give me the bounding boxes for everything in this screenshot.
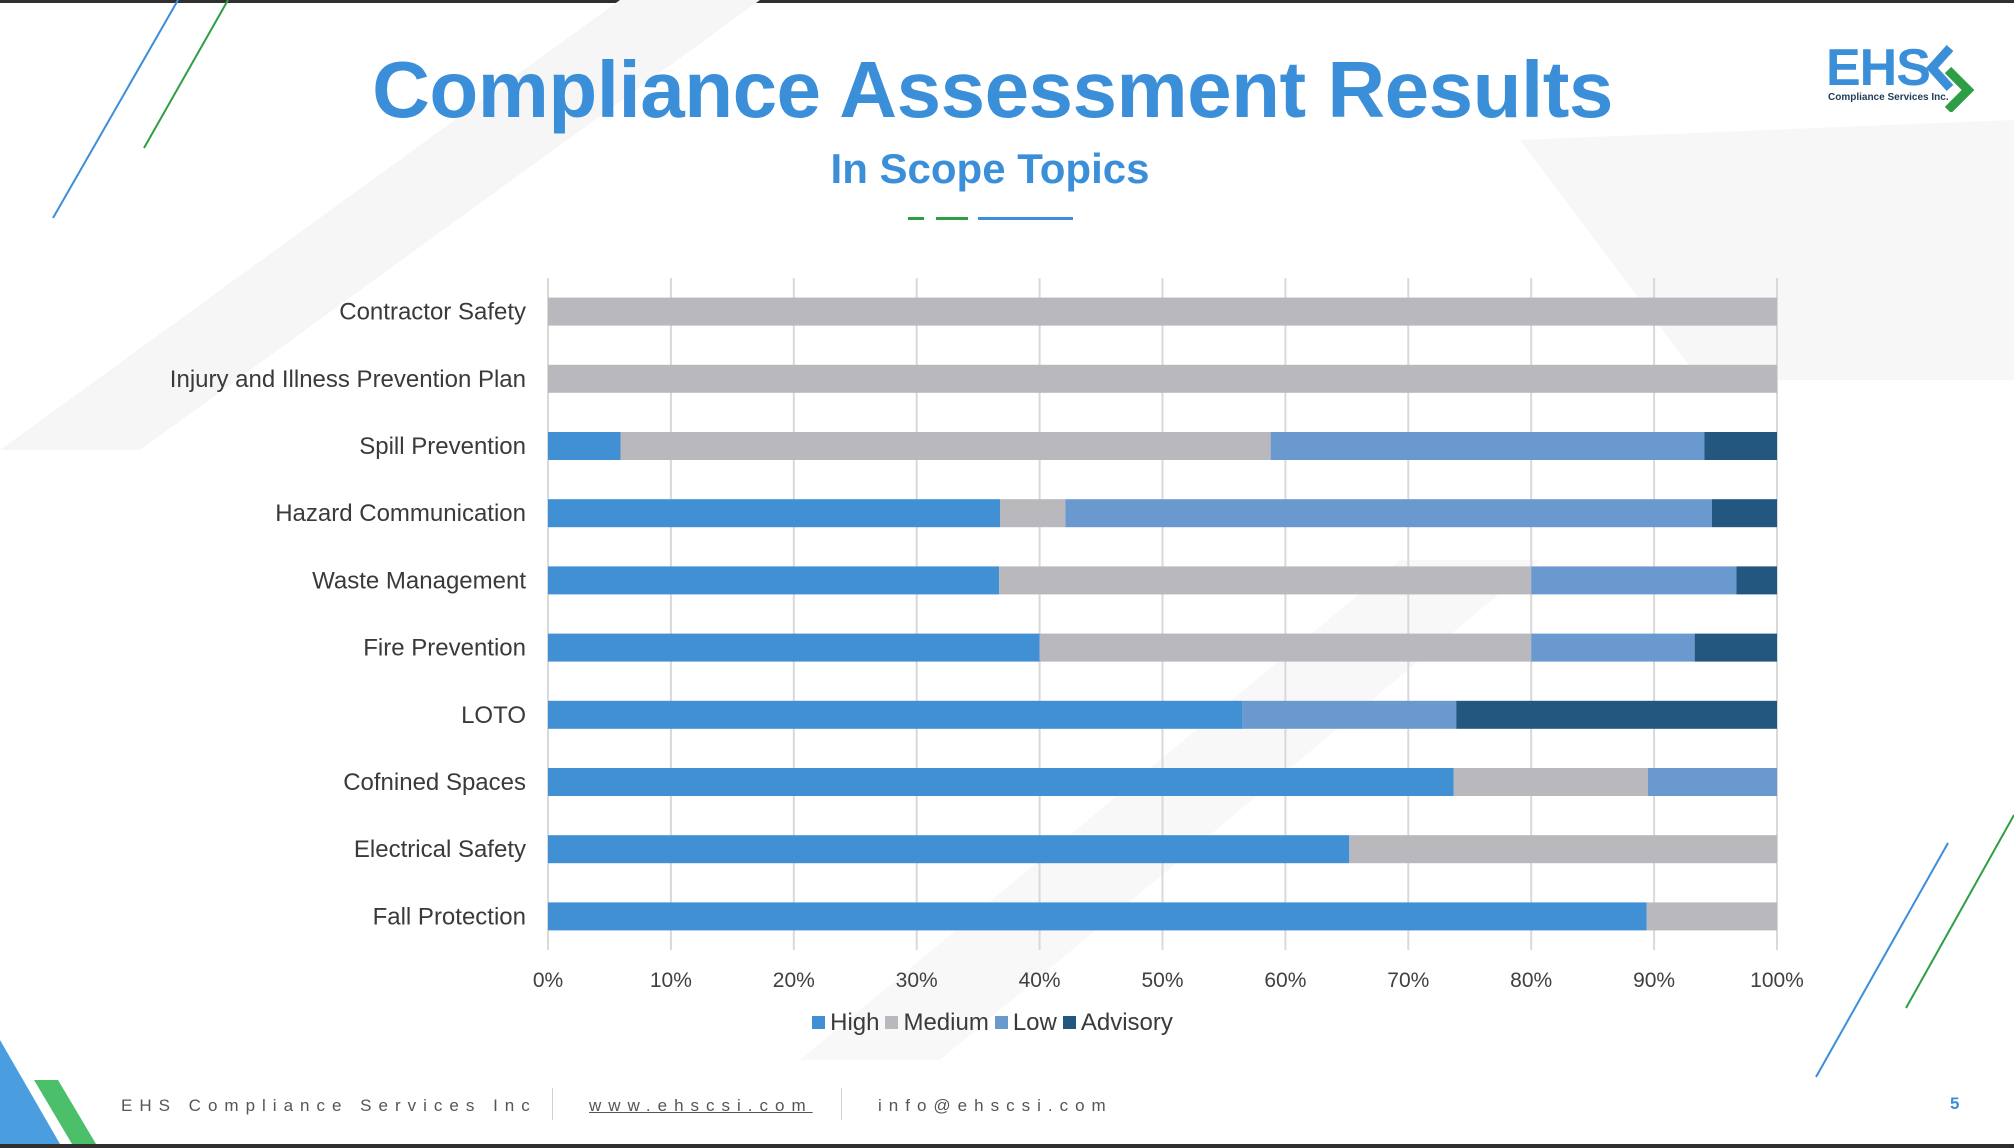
chart-bars (548, 297, 1777, 931)
x-tick-label: 70% (1387, 969, 1429, 992)
bar-segment-low (1531, 566, 1737, 595)
bar-segment-high (548, 633, 1040, 662)
footer-divider (841, 1088, 842, 1120)
legend-item: Advisory (1062, 1009, 1173, 1037)
category-label: Injury and Illness Prevention Plan (170, 366, 526, 393)
bar-segment-high (548, 432, 621, 460)
x-tick-label: 30% (896, 969, 938, 992)
bar-segment-medium (999, 566, 1532, 595)
category-label: Electrical Safety (354, 836, 526, 863)
bar-segment-high (548, 835, 1350, 864)
bar-segment-low (1647, 768, 1777, 796)
logo-text: EHS (1826, 39, 1931, 97)
logo-subtext: Compliance Services Inc. (1828, 92, 1949, 103)
legend-label: High (830, 1009, 880, 1036)
category-label: Spill Prevention (359, 433, 526, 460)
category-label: LOTO (461, 702, 526, 729)
category-label: Cofnined Spaces (343, 769, 526, 796)
top-border (0, 0, 2014, 3)
bar-segment-medium (1453, 768, 1648, 796)
bar-segment-medium (1000, 499, 1066, 528)
bar-segment-high (548, 902, 1647, 931)
legend-label: Advisory (1080, 1009, 1173, 1036)
category-label: Fire Prevention (363, 635, 526, 662)
category-label: Fall Protection (373, 903, 526, 930)
bar-segment-medium (1039, 633, 1532, 662)
legend-item: Medium (885, 1009, 989, 1037)
slide-subtitle: In Scope Topics (830, 145, 1150, 192)
page-number: 5 (1950, 1094, 1960, 1113)
footer: EHS Compliance Services Inc www.ehscsi.c… (0, 1088, 2014, 1128)
bar-segment-medium (548, 364, 1777, 393)
logo-chevron-icon (1926, 44, 1975, 112)
legend-item: Low (994, 1009, 1057, 1037)
bar-segment-low (1065, 499, 1712, 528)
bar-segment-medium (548, 297, 1777, 326)
x-tick-label: 50% (1141, 969, 1183, 992)
bar-segment-high (548, 499, 1001, 528)
bar-segment-advisory (1704, 432, 1777, 460)
bar-segment-advisory (1694, 633, 1777, 662)
category-label: Waste Management (312, 567, 526, 594)
bottom-border (0, 1144, 2014, 1148)
x-tick-label: 60% (1264, 969, 1306, 992)
chart-legend: High Medium Low Advisory (0, 1009, 1985, 1037)
category-label: Hazard Communication (275, 500, 526, 527)
bar-segment-high (548, 566, 1000, 595)
legend-label: Medium (903, 1009, 989, 1036)
legend-item: High (812, 1009, 879, 1037)
x-tick-label: 10% (650, 969, 692, 992)
legend-swatch (1062, 1016, 1076, 1029)
company-logo: EHS Compliance Services Inc. (1826, 42, 1976, 114)
bar-segment-medium (1349, 835, 1777, 864)
bar-segment-low (1531, 633, 1695, 662)
legend-swatch (812, 1016, 826, 1029)
x-tick-label: 90% (1633, 969, 1675, 992)
bar-segment-advisory (1736, 566, 1777, 595)
category-label: Contractor Safety (339, 299, 526, 326)
legend-label: Low (1012, 1009, 1057, 1036)
bar-segment-low (1270, 432, 1705, 460)
bar-segment-high (548, 700, 1243, 729)
x-tick-label: 20% (773, 969, 815, 992)
x-tick-label: 40% (1019, 969, 1061, 992)
x-tick-label: 80% (1510, 969, 1552, 992)
bar-segment-high (548, 768, 1454, 796)
x-tick-label: 0% (533, 969, 563, 992)
bar-segment-medium (1646, 902, 1777, 931)
bar-segment-advisory (1711, 499, 1777, 528)
bar-segment-advisory (1456, 700, 1777, 729)
footer-website-link[interactable]: www.ehscsi.com (589, 1096, 813, 1115)
x-tick-label: 100% (1750, 969, 1804, 992)
bar-segment-low (1242, 700, 1457, 729)
bar-segment-medium (620, 432, 1271, 460)
chart-labels: 0% 10% 20% 30% 40% 50% 60% 70% 80% 90% 100% Contrac… (170, 299, 1804, 992)
legend-swatch (885, 1016, 899, 1029)
footer-company: EHS Compliance Services Inc (121, 1096, 537, 1115)
footer-email: info@ehscsi.com (878, 1096, 1113, 1115)
footer-divider (552, 1088, 553, 1120)
title-divider (908, 217, 1073, 221)
legend-swatch (994, 1016, 1008, 1029)
slide-title: Compliance Assessment Results (372, 45, 1613, 134)
